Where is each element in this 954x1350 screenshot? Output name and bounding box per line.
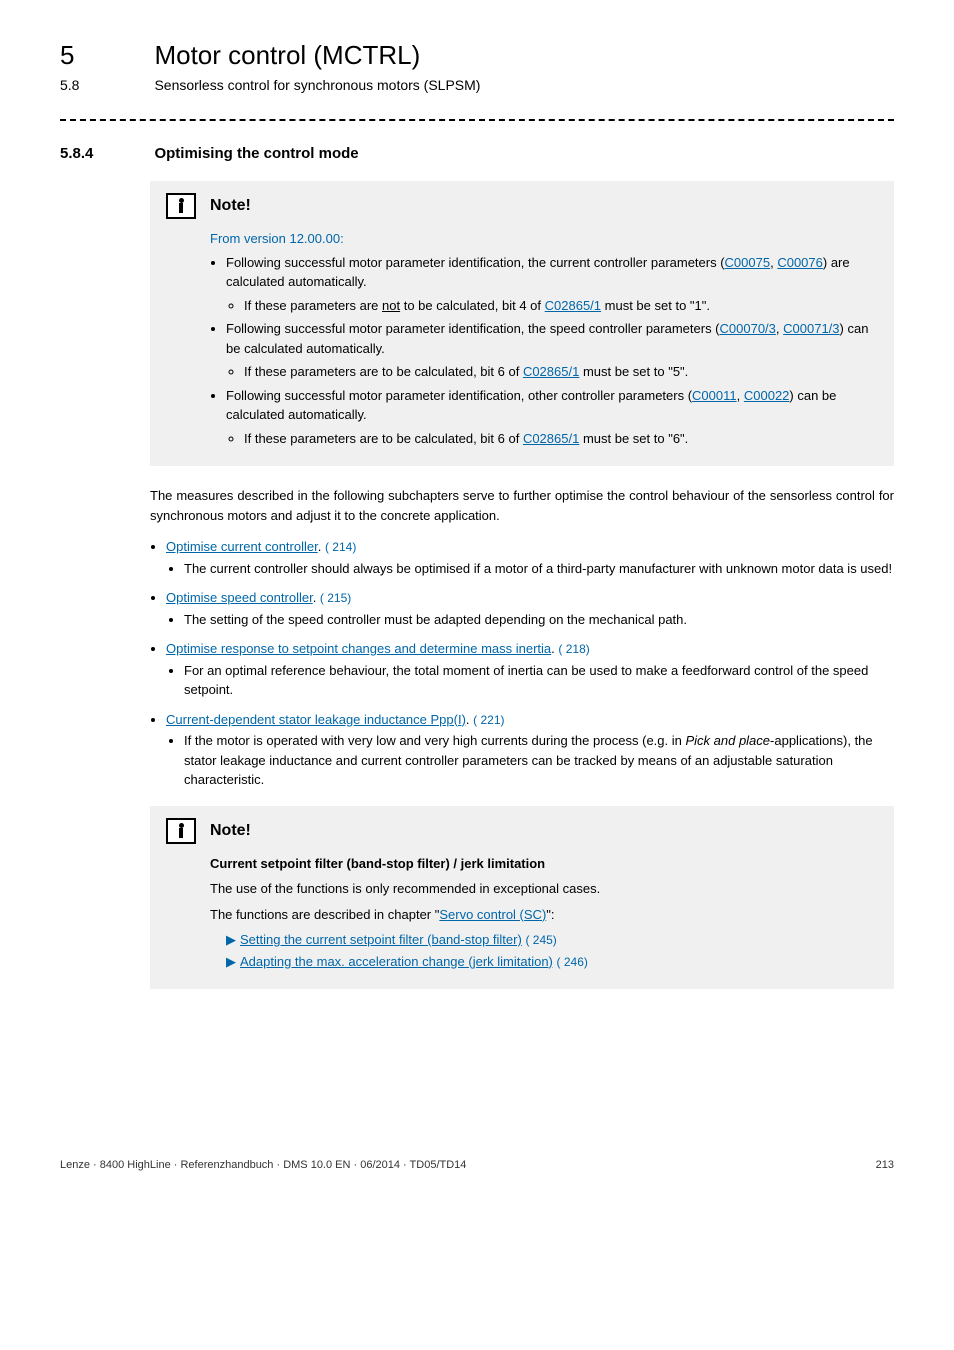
intro-paragraph: The measures described in the following …	[150, 486, 894, 525]
section-title: Sensorless control for synchronous motor…	[154, 77, 480, 93]
page-ref[interactable]: ( 218)	[558, 642, 589, 656]
chapter-title: Motor control (MCTRL)	[154, 40, 420, 71]
list-item: Optimise current controller. ( 214) The …	[166, 537, 894, 578]
note-text: The functions are described in chapter "…	[210, 905, 878, 925]
emphasis-not: not	[382, 298, 400, 313]
list-item: ▶ Adapting the max. acceleration change (…	[226, 952, 878, 972]
note-label: Note!	[210, 197, 251, 215]
text: If these parameters are to be calculated…	[244, 364, 523, 379]
page-number: 213	[876, 1159, 894, 1171]
list-item: Following successful motor parameter ide…	[226, 319, 878, 382]
info-icon	[166, 193, 196, 219]
topic-link[interactable]: Setting the current setpoint filter (ban…	[240, 932, 522, 947]
page-ref[interactable]: ( 246)	[557, 955, 588, 969]
topic-link[interactable]: Optimise speed controller	[166, 590, 313, 605]
param-link[interactable]: C00011	[692, 388, 737, 403]
list-item: The setting of the speed controller must…	[184, 610, 894, 630]
list-item: Following successful motor parameter ide…	[226, 386, 878, 449]
param-link[interactable]: C00022	[744, 388, 790, 403]
param-link[interactable]: C00075	[725, 255, 771, 270]
text: to be calculated, bit 4 of	[400, 298, 545, 313]
page-ref[interactable]: ( 214)	[325, 540, 356, 554]
version-text: From version 12.00.00:	[210, 229, 878, 249]
list-item: Optimise speed controller. ( 215) The se…	[166, 588, 894, 629]
text: must be set to "1".	[601, 298, 710, 313]
page-ref[interactable]: ( 245)	[525, 933, 556, 947]
arrow-icon: ▶	[226, 932, 236, 947]
section-number: 5.8	[60, 77, 150, 93]
divider	[60, 119, 894, 121]
topic-link[interactable]: Adapting the max. acceleration change (j…	[240, 954, 553, 969]
arrow-icon: ▶	[226, 954, 236, 969]
chapter-number: 5	[60, 40, 150, 71]
text: must be set to "6".	[579, 431, 688, 446]
list-item: The current controller should always be …	[184, 559, 894, 579]
param-link[interactable]: C02865/1	[523, 364, 579, 379]
footer-left: Lenze · 8400 HighLine · Referenzhandbuch…	[60, 1159, 466, 1171]
page-ref[interactable]: ( 221)	[473, 713, 504, 727]
list-item: Optimise response to setpoint changes an…	[166, 639, 894, 700]
text: must be set to "5".	[579, 364, 688, 379]
list-item: If these parameters are to be calculated…	[244, 362, 878, 382]
note-text: The use of the functions is only recomme…	[210, 879, 878, 899]
text: If these parameters are to be calculated…	[244, 431, 523, 446]
text: ":	[546, 907, 554, 922]
param-link[interactable]: C00071/3	[783, 321, 839, 336]
text: Following successful motor parameter ide…	[226, 388, 692, 403]
subsection-title: Optimising the control mode	[154, 145, 358, 162]
note-heading: Current setpoint filter (band-stop filte…	[210, 854, 878, 874]
subsection-number: 5.8.4	[60, 145, 150, 162]
param-link[interactable]: C00070/3	[720, 321, 776, 336]
list-item: If these parameters are not to be calcul…	[244, 296, 878, 316]
chapter-link[interactable]: Servo control (SC)	[439, 907, 546, 922]
list-item: If the motor is operated with very low a…	[184, 731, 894, 790]
info-icon	[166, 818, 196, 844]
topic-link[interactable]: Optimise response to setpoint changes an…	[166, 641, 551, 656]
topic-link[interactable]: Current-dependent stator leakage inducta…	[166, 712, 466, 727]
param-link[interactable]: C00076	[777, 255, 823, 270]
note-label: Note!	[210, 822, 251, 840]
text: If these parameters are	[244, 298, 382, 313]
topic-link[interactable]: Optimise current controller	[166, 539, 318, 554]
note-box: Note! From version 12.00.00: Following s…	[150, 181, 894, 466]
list-item: ▶ Setting the current setpoint filter (ba…	[226, 930, 878, 950]
text: Following successful motor parameter ide…	[226, 321, 720, 336]
text: ,	[737, 388, 744, 403]
emphasis: Pick and place	[685, 733, 770, 748]
list-item: If these parameters are to be calculated…	[244, 429, 878, 449]
list-item: Current-dependent stator leakage inducta…	[166, 710, 894, 790]
page-ref[interactable]: ( 215)	[320, 591, 351, 605]
list-item: Following successful motor parameter ide…	[226, 253, 878, 316]
param-link[interactable]: C02865/1	[523, 431, 579, 446]
text: If the motor is operated with very low a…	[184, 733, 685, 748]
note-box: Note! Current setpoint filter (band-stop…	[150, 806, 894, 990]
text: Following successful motor parameter ide…	[226, 255, 725, 270]
text: The functions are described in chapter "	[210, 907, 439, 922]
list-item: For an optimal reference behaviour, the …	[184, 661, 894, 700]
param-link[interactable]: C02865/1	[545, 298, 601, 313]
